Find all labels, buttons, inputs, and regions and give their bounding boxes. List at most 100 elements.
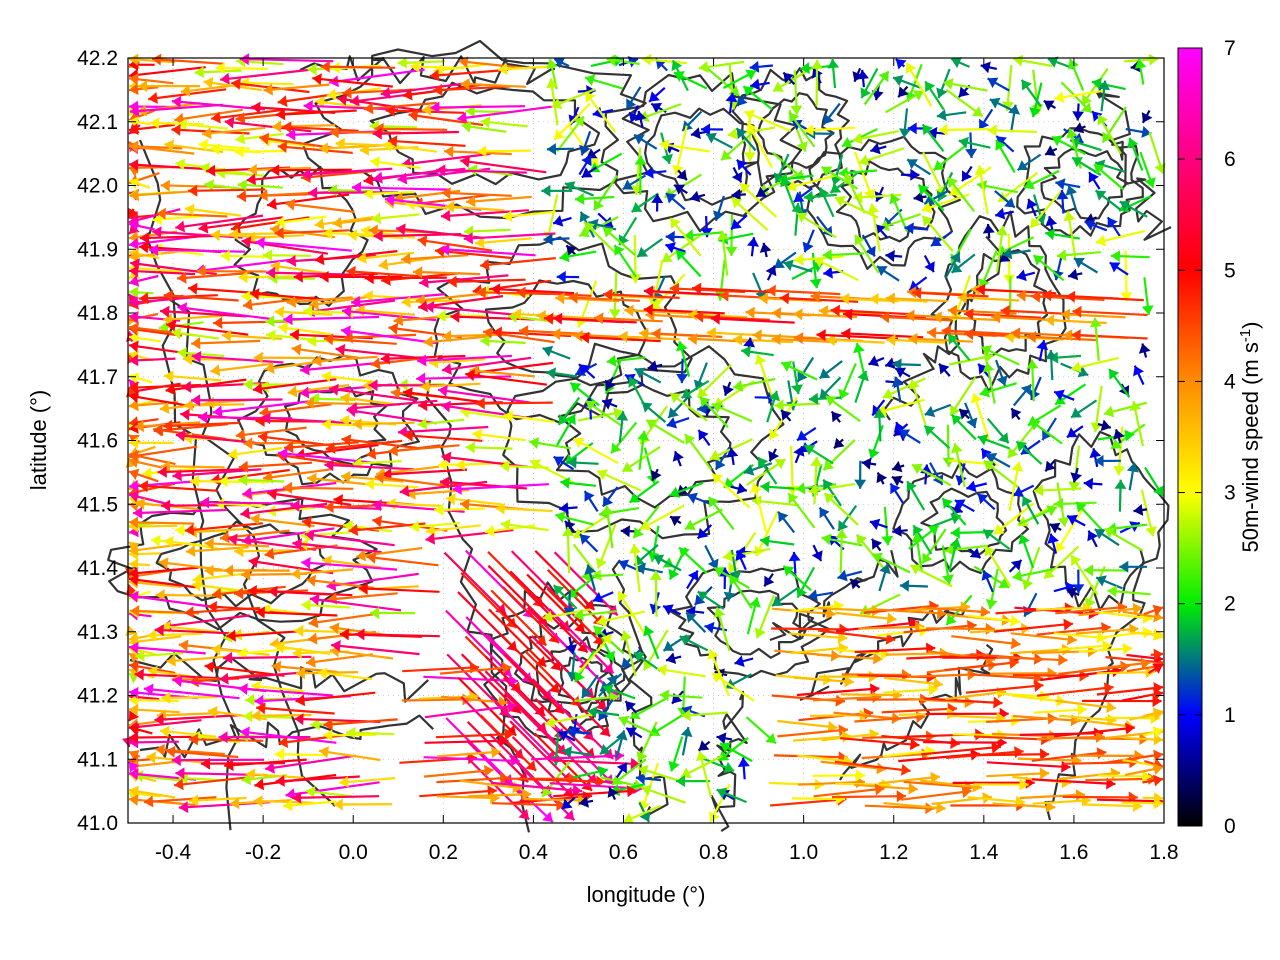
wind-vector [194, 66, 242, 79]
vector-shaft [285, 202, 355, 213]
wind-vector [911, 463, 952, 487]
wind-vector [500, 460, 549, 473]
vector-head [231, 78, 241, 90]
wind-vector [869, 293, 928, 305]
wind-vector [725, 214, 738, 256]
wind-vector [309, 295, 373, 311]
vector-head [235, 428, 246, 441]
wind-vector [811, 59, 823, 107]
wind-vector [177, 302, 272, 321]
vector-head [1068, 481, 1081, 491]
vector-shaft [266, 193, 350, 207]
wind-vector [885, 250, 903, 262]
vector-head [925, 81, 936, 93]
vector-shaft [128, 296, 196, 304]
wind-vector [684, 433, 713, 471]
wind-vector [1141, 109, 1153, 124]
vector-head [333, 494, 343, 506]
vector-head [791, 203, 804, 213]
vector-head [461, 120, 472, 133]
vector-head [159, 402, 170, 414]
wind-vector [320, 60, 396, 73]
vector-head [401, 252, 411, 265]
vector-head [360, 225, 371, 238]
wind-vector [628, 480, 660, 504]
wind-vector [930, 231, 952, 247]
vector-head [739, 183, 751, 194]
vector-shaft [463, 232, 556, 240]
vector-head [490, 283, 501, 296]
wind-vector [1133, 504, 1148, 516]
vector-head [340, 414, 350, 427]
wind-vector [238, 460, 313, 473]
vector-shaft [382, 468, 468, 476]
vector-head [153, 424, 163, 437]
vector-head [1034, 484, 1044, 497]
wind-vector [667, 396, 689, 419]
wind-vector [203, 77, 263, 92]
vector-shaft [239, 57, 334, 63]
vector-shaft [441, 191, 512, 197]
vector-head [869, 293, 879, 305]
wind-vector [196, 265, 267, 278]
vector-head [243, 437, 253, 450]
vector-head [629, 274, 642, 284]
vector-head [746, 122, 758, 134]
vector-head [243, 378, 253, 391]
vector-head [495, 502, 505, 515]
wind-vector [921, 193, 970, 214]
vector-head [270, 260, 281, 273]
vector-head [871, 90, 884, 101]
vector-head [895, 367, 907, 378]
vector-head [803, 190, 814, 203]
vector-shaft [970, 753, 1050, 757]
vector-shaft [282, 486, 354, 490]
wind-vector [747, 237, 759, 257]
wind-vector [556, 270, 580, 283]
vector-head [166, 319, 176, 332]
vector-shaft [171, 100, 265, 111]
vector-head [129, 159, 139, 171]
vector-head [210, 364, 221, 377]
vector-head [282, 121, 292, 134]
vector-head [129, 286, 139, 299]
vector-head [1141, 112, 1153, 123]
wind-vector [684, 508, 723, 531]
wind-vector [163, 370, 222, 383]
wind-vector [624, 304, 688, 317]
vector-head [1026, 359, 1039, 369]
vector-head [991, 311, 1001, 324]
vector-head [312, 354, 322, 367]
wind-vector [128, 436, 174, 449]
vector-head [363, 174, 374, 186]
vector-head [602, 398, 613, 410]
vector-head [646, 419, 658, 430]
vector-head [1011, 327, 1021, 340]
wind-vector [1002, 247, 1031, 260]
wind-vector [917, 184, 945, 212]
wind-vector [743, 112, 756, 162]
vector-shaft [177, 271, 251, 280]
wind-vector [191, 337, 261, 350]
wind-vector [553, 57, 570, 69]
vector-head [949, 185, 961, 196]
vector-shaft [424, 305, 514, 316]
vector-head [324, 459, 334, 472]
wind-vector [1126, 462, 1139, 491]
wind-vector [673, 71, 708, 90]
vector-head [1016, 441, 1028, 452]
vector-head [284, 441, 294, 454]
vector-head [564, 181, 576, 193]
vector-shaft [230, 216, 310, 231]
vector-head [134, 420, 145, 433]
vector-head [272, 120, 282, 133]
vector-head [172, 469, 182, 482]
vector-shaft [191, 355, 284, 364]
vector-shaft [401, 152, 491, 166]
vector-head [1081, 102, 1092, 113]
vector-shaft [387, 139, 466, 147]
vector-shaft [604, 294, 664, 300]
vector-head [909, 280, 920, 291]
wind-vector [1071, 156, 1102, 176]
wind-vector [993, 502, 1035, 536]
